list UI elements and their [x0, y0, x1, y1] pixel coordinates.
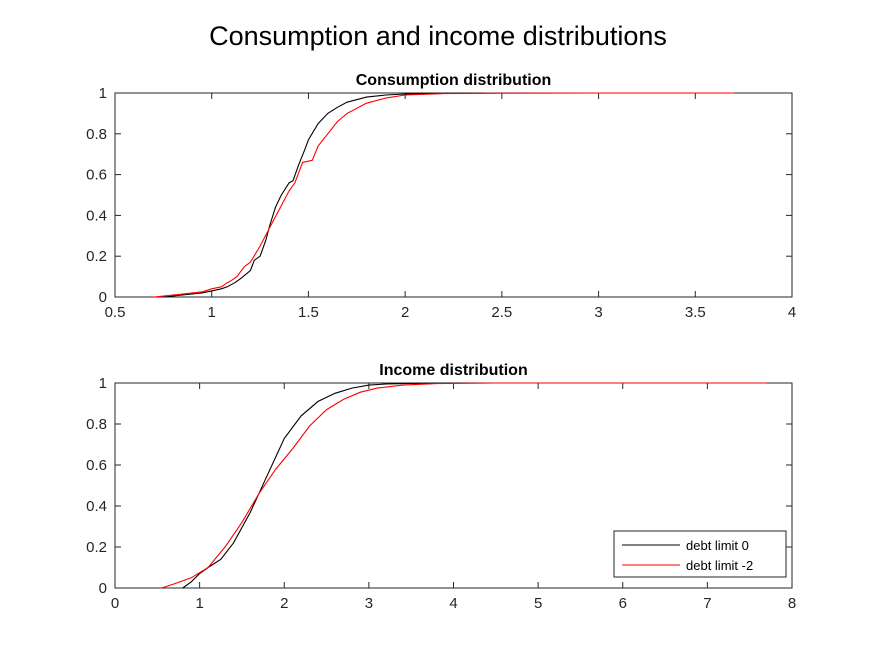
panel-title: Income distribution	[379, 362, 527, 379]
y-tick-label: 1	[99, 85, 107, 102]
y-tick-label: 0	[99, 580, 107, 597]
x-tick-label: 8	[788, 595, 796, 612]
x-tick-label: 3	[594, 304, 602, 321]
legend-box	[613, 530, 787, 578]
x-tick-label: 2	[401, 304, 409, 321]
x-tick-label: 1.5	[298, 304, 319, 321]
x-tick-label: 3	[365, 595, 373, 612]
legend-label: debt limit -2	[686, 558, 753, 573]
x-tick-label: 2	[280, 595, 288, 612]
panel-title: Consumption distribution	[356, 72, 552, 89]
y-tick-label: 0.2	[86, 248, 107, 265]
x-tick-label: 6	[619, 595, 627, 612]
x-tick-label: 0.5	[105, 304, 126, 321]
y-tick-label: 0.6	[86, 457, 107, 474]
x-tick-label: 2.5	[491, 304, 512, 321]
y-tick-label: 0.4	[86, 207, 107, 224]
x-tick-label: 0	[111, 595, 119, 612]
series-line-debt-limit--2	[161, 382, 767, 589]
legend: debt limit 0 debt limit -2	[613, 530, 787, 578]
panel-1: Consumption distribution 0.5 1 1.5 2 2.5 3 3.5 4…	[86, 72, 796, 321]
y-tick-label: 1	[99, 375, 107, 392]
legend-label: debt limit 0	[686, 538, 749, 553]
y-tick-label: 0.6	[86, 167, 107, 184]
y-tick-label: 0.4	[86, 498, 107, 515]
x-tick-label: 7	[703, 595, 711, 612]
series-line-debt-limit--2	[153, 92, 734, 298]
y-tick-label: 0.2	[86, 539, 107, 556]
x-tick-label: 1	[195, 595, 203, 612]
x-tick-label: 5	[534, 595, 542, 612]
x-tick-label: 3.5	[685, 304, 706, 321]
axes-box	[114, 92, 793, 298]
y-tick-label: 0.8	[86, 126, 107, 143]
x-tick-label: 1	[208, 304, 216, 321]
y-tick-label: 0.8	[86, 416, 107, 433]
series-line-debt-limit-0	[163, 92, 483, 298]
figure-title: Consumption and income distributions	[209, 21, 667, 51]
x-tick-label: 4	[788, 304, 796, 321]
y-tick-label: 0	[99, 289, 107, 306]
plot-panels: Consumption distribution 0.5 1 1.5 2 2.5 3 3.5 4…	[86, 72, 796, 612]
x-tick-label: 4	[449, 595, 457, 612]
